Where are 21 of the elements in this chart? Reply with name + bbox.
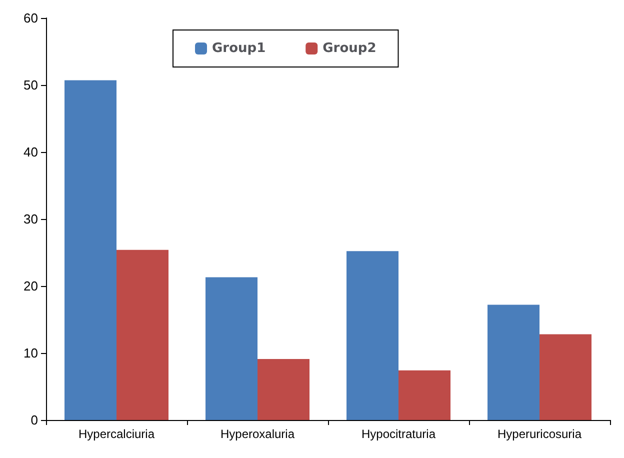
bar <box>116 250 168 420</box>
y-tick-label: 20 <box>24 278 38 294</box>
bar <box>540 334 592 420</box>
y-tick-label: 60 <box>24 10 38 26</box>
y-tick-label: 0 <box>30 412 38 428</box>
bar <box>258 359 310 420</box>
bar <box>398 370 450 420</box>
bar <box>64 80 116 420</box>
x-tick-label: Hypocitraturia <box>361 427 436 441</box>
legend-label: Group1 <box>212 41 266 56</box>
y-tick-label: 30 <box>24 212 38 226</box>
x-tick-label: Hyperuricosuria <box>497 427 582 441</box>
bar <box>206 277 258 420</box>
x-tick-label: Hyperoxaluria <box>220 427 295 441</box>
bar <box>346 251 398 420</box>
y-tick-label: 10 <box>24 346 38 360</box>
legend-label: Group2 <box>322 41 376 56</box>
x-tick-label: Hypercalciuria <box>78 427 155 441</box>
bar <box>488 304 540 420</box>
y-tick-label: 50 <box>24 78 38 92</box>
y-tick-label: 40 <box>24 144 38 160</box>
